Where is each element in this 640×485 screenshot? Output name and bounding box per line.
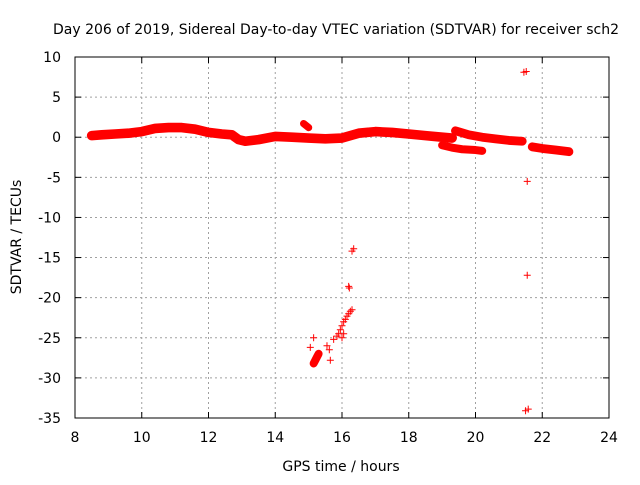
data-point [524,405,532,413]
axis-ticks: 8 10 12 14 16 18 20 22 24 10 5 0 -5 -10 -15 -20 -25 -30 -3… [38,50,618,446]
chart-title: Day 206 of 2019, Sidereal Day-to-day VTE… [53,22,619,38]
x-tick-label: 20 [467,430,485,446]
data-series [86,119,574,368]
data-point [325,346,333,354]
x-tick-label: 18 [400,430,418,446]
series-band-lower-branch [438,141,487,155]
y-tick-label: -5 [47,170,61,186]
series-band-steep-descending-segment [309,349,323,368]
data-point [523,177,531,185]
x-tick-label: 12 [200,430,218,446]
y-axis-label: SDTVAR / TECUs [9,180,25,295]
x-tick-label: 10 [133,430,151,446]
data-point [306,343,314,351]
data-point [345,282,353,290]
data-point [323,342,331,350]
data-point [350,245,358,253]
y-tick-label: -10 [38,210,61,226]
y-tick-label: -20 [38,291,61,307]
data-point [338,322,346,330]
data-point [348,306,356,314]
y-tick-label: 5 [52,90,61,106]
y-tick-label: -25 [38,331,61,347]
data-point [522,67,530,75]
x-tick-label: 24 [600,430,618,446]
data-point [341,315,349,323]
data-points [306,67,532,415]
x-axis-label: GPS time / hours [282,459,399,475]
x-tick-label: 16 [333,430,351,446]
y-tick-label: -30 [38,371,61,387]
series-band-late-band [527,142,574,157]
plot-frame [74,56,610,419]
series-band-spike-near-14.9 [300,119,313,132]
series-band-upper-branch [451,126,527,146]
data-point [345,284,353,292]
x-tick-label: 8 [71,430,80,446]
data-point [523,271,531,279]
x-tick-label: 22 [533,430,551,446]
data-point [338,334,346,342]
y-tick-label: 0 [52,130,61,146]
grid-lines [75,57,609,418]
y-tick-label: 10 [43,50,61,66]
data-point [340,330,348,338]
y-tick-label: -35 [38,411,61,427]
data-point [326,356,334,364]
data-point [346,307,354,315]
series-band-main-band [86,122,457,147]
data-point [330,335,338,343]
data-point [310,334,318,342]
data-point [336,326,344,334]
x-tick-label: 14 [266,430,284,446]
y-tick-label: -15 [38,251,61,267]
